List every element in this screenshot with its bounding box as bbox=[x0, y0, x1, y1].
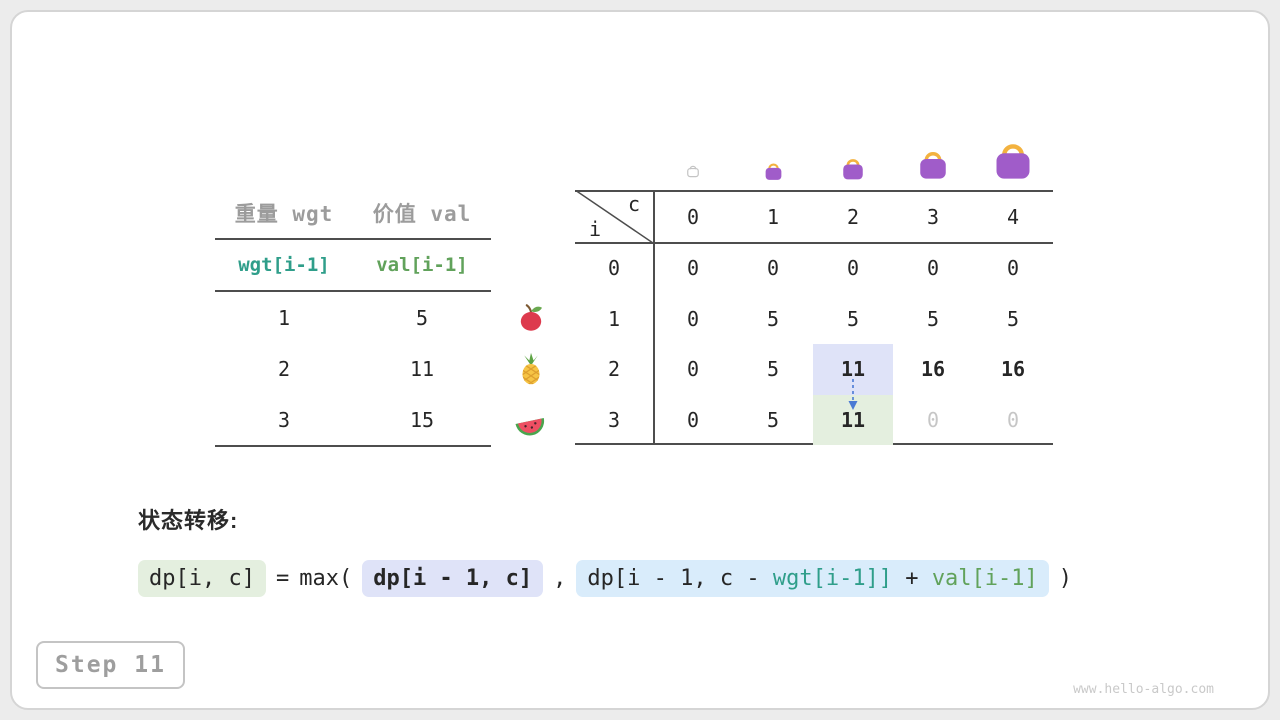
apple-icon bbox=[514, 301, 548, 339]
transition-formula: dp[i, c] = max( dp[i - 1, c] , dp[i - 1,… bbox=[138, 560, 1072, 597]
dp-row-header-2: 2 bbox=[607, 357, 621, 382]
dp-col-header-2: 2 bbox=[846, 204, 860, 229]
items-row-2: 2 11 bbox=[215, 343, 491, 394]
var-val-label: val[i-1] bbox=[376, 254, 468, 276]
dp-cell-0-1: 0 bbox=[766, 256, 780, 281]
dp-cell-3-3: 0 bbox=[926, 407, 940, 432]
bag-icon-2 bbox=[840, 156, 866, 186]
dp-cell-1-3: 5 bbox=[926, 306, 940, 331]
items-table-header-row: 重量 wgt 价值 val bbox=[215, 188, 491, 240]
item-3-val: 15 bbox=[409, 407, 435, 432]
dp-cell-1-4: 5 bbox=[1006, 306, 1020, 331]
dp-cell-1-2: 5 bbox=[846, 306, 860, 331]
formula-arg2-wgt: wgt[i-1]] bbox=[772, 566, 893, 591]
item-2-val: 11 bbox=[409, 356, 435, 381]
dp-col-header-0: 0 bbox=[686, 204, 700, 229]
formula-lhs-box: dp[i, c] bbox=[138, 560, 266, 597]
dp-cell-0-2: 0 bbox=[846, 256, 860, 281]
corner-c-label: c bbox=[627, 192, 640, 216]
corner-diagonal-line bbox=[574, 189, 654, 244]
dp-cell-0-3: 0 bbox=[926, 256, 940, 281]
formula-arg2-box: dp[i - 1, c - wgt[i-1]] + val[i-1] bbox=[576, 560, 1049, 597]
dp-cell-1-1: 5 bbox=[766, 306, 780, 331]
formula-comma: , bbox=[553, 566, 567, 591]
dp-cell-2-4: 16 bbox=[1000, 357, 1026, 382]
dp-cell-2-0: 0 bbox=[686, 357, 700, 382]
dp-table-vertical-border bbox=[653, 190, 655, 445]
item-1-val: 5 bbox=[415, 305, 429, 330]
dp-cell-3-1: 5 bbox=[766, 407, 780, 432]
item-1-wgt: 1 bbox=[277, 305, 291, 330]
dp-cell-3-0: 0 bbox=[686, 407, 700, 432]
empty-bag-icon bbox=[686, 163, 700, 182]
dp-table-top-border bbox=[575, 190, 1053, 192]
items-table: 重量 wgt 价值 val wgt[i-1] val[i-1] 1 5 2 11… bbox=[215, 188, 491, 447]
dp-corner-cell: c i bbox=[574, 189, 654, 244]
items-col-header-wgt: 重量 wgt bbox=[234, 202, 334, 226]
item-3-wgt: 3 bbox=[277, 407, 291, 432]
dp-column-headers: 0 1 2 3 4 bbox=[653, 190, 1053, 243]
dp-row-header-3: 3 bbox=[607, 407, 621, 432]
dp-cell-0-0: 0 bbox=[686, 256, 700, 281]
dp-cell-0-4: 0 bbox=[1006, 256, 1020, 281]
bag-icon-1 bbox=[763, 161, 784, 186]
corner-i-label: i bbox=[589, 217, 602, 241]
formula-arg2-val: val[i-1] bbox=[931, 566, 1038, 591]
dp-table-body: 0 0 0 0 0 0 5 5 5 5 0 5 11 16 16 0 5 11 … bbox=[653, 243, 1053, 445]
dp-row-headers: 0 1 2 3 bbox=[575, 243, 653, 445]
transition-arrow-icon bbox=[845, 376, 861, 418]
formula-max-open: max( bbox=[299, 566, 353, 591]
dp-cell-2-1: 5 bbox=[766, 357, 780, 382]
item-2-wgt: 2 bbox=[277, 356, 291, 381]
transition-section-label: 状态转移: bbox=[138, 508, 239, 533]
dp-cell-1-0: 0 bbox=[686, 306, 700, 331]
items-table-var-row: wgt[i-1] val[i-1] bbox=[215, 240, 491, 292]
dp-col-header-4: 4 bbox=[1006, 204, 1020, 229]
dp-table: c i 0 1 2 3 4 0 1 2 3 0 0 0 0 0 0 5 5 5 … bbox=[574, 189, 1053, 445]
dp-col-header-1: 1 bbox=[766, 204, 780, 229]
dp-cell-3-4: 0 bbox=[1006, 407, 1020, 432]
bag-icon-4 bbox=[991, 139, 1035, 187]
watermelon-icon bbox=[513, 404, 547, 442]
formula-arg2-prefix: dp[i - 1, c - bbox=[587, 566, 773, 591]
dp-row-header-0: 0 bbox=[607, 256, 621, 281]
formula-equals: = bbox=[275, 566, 290, 591]
var-wgt-label: wgt[i-1] bbox=[238, 254, 330, 276]
step-badge: Step 11 bbox=[36, 641, 185, 689]
watermark: www.hello-algo.com bbox=[1073, 682, 1214, 697]
items-row-3: 3 15 bbox=[215, 394, 491, 445]
items-col-header-val: 价值 val bbox=[372, 202, 472, 226]
dp-cell-2-3: 16 bbox=[920, 357, 946, 382]
bag-icon-3 bbox=[916, 148, 950, 186]
dp-col-header-3: 3 bbox=[926, 204, 940, 229]
dp-table-header-border bbox=[575, 242, 1053, 244]
formula-arg1-box: dp[i - 1, c] bbox=[362, 560, 544, 597]
dp-row-header-1: 1 bbox=[607, 306, 621, 331]
formula-close-paren: ) bbox=[1058, 566, 1073, 591]
pineapple-icon bbox=[514, 352, 548, 390]
formula-arg2-plus: + bbox=[892, 566, 932, 591]
items-row-1: 1 5 bbox=[215, 292, 491, 343]
